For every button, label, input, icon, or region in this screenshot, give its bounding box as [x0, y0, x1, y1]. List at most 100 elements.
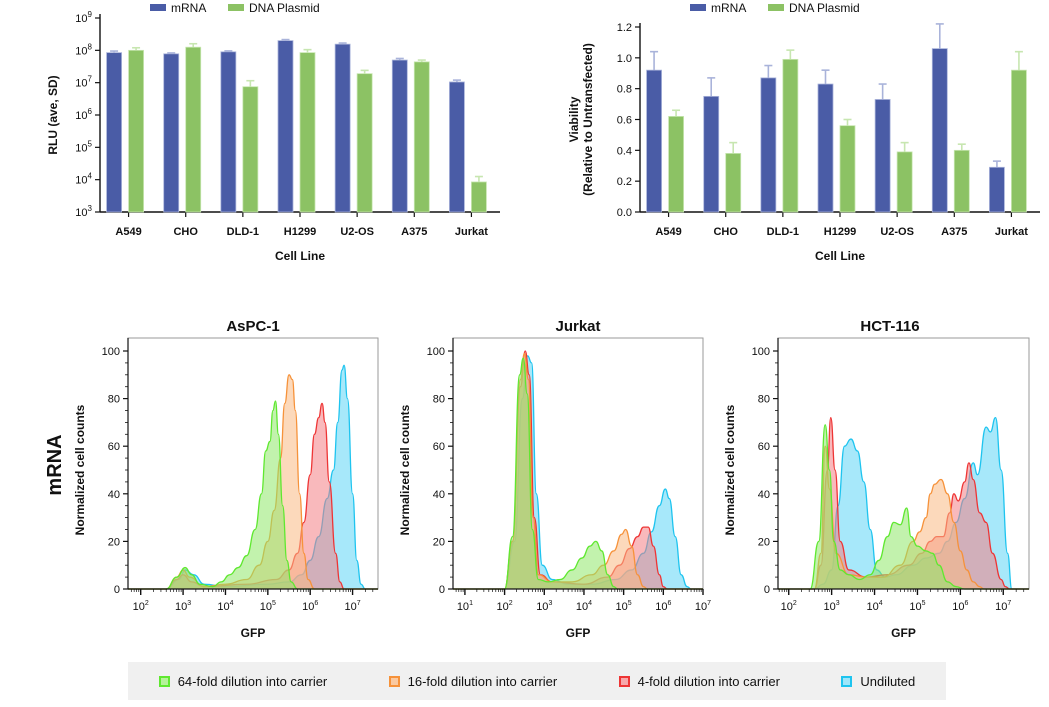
histogram-fill-4-fold-dilution-into-carrier [778, 417, 1029, 589]
x-axis-title: GFP [566, 626, 591, 640]
x-tick-label: 101 [457, 600, 473, 613]
y-tick-label: 80 [108, 394, 120, 406]
bar-mrna [874, 99, 891, 213]
bar-mrna [760, 77, 777, 213]
y-axis-subtitle: (Relative to Untransfected) [581, 43, 595, 196]
x-tick-label: 105 [616, 600, 632, 613]
y-tick-label: 105 [75, 139, 92, 154]
y-tick-label: 80 [758, 394, 770, 406]
x-axis-title: Cell Line [275, 249, 325, 263]
x-tick-label: 104 [576, 600, 592, 613]
bar-dna-plasmid [299, 52, 316, 213]
legend-swatch-mrna [150, 4, 166, 11]
x-tick-label: CHO [713, 226, 738, 238]
x-tick-label: U2-OS [880, 226, 914, 238]
bar-mrna [931, 48, 948, 213]
bar-mrna [220, 51, 237, 213]
y-tick-label: 0.6 [617, 115, 632, 127]
y-tick-label: 1.0 [617, 53, 632, 65]
x-tick-label: Jurkat [995, 226, 1028, 238]
bar-mrna [449, 81, 465, 213]
legend-item-16-fold: 16-fold dilution into carrier [388, 673, 558, 689]
y-tick-label: 100 [427, 346, 445, 358]
x-axis-title: Cell Line [815, 249, 865, 263]
y-tick-label: 20 [433, 536, 445, 548]
x-tick-label: 105 [260, 600, 276, 613]
y-tick-label: 20 [758, 536, 770, 548]
y-tick-label: 0.8 [617, 84, 632, 96]
y-tick-label: 106 [75, 107, 92, 122]
x-tick-label: Jurkat [455, 226, 488, 238]
y-tick-label: 40 [108, 489, 120, 501]
x-tick-label: 106 [952, 600, 968, 613]
y-tick-label: 40 [758, 489, 770, 501]
y-tick-label: 100 [752, 346, 770, 358]
y-tick-label: 40 [433, 489, 445, 501]
y-tick-label: 80 [433, 394, 445, 406]
x-tick-label: A375 [941, 226, 967, 238]
bar-mrna [817, 83, 834, 213]
legend-label-64-fold: 64-fold dilution into carrier [177, 673, 328, 689]
legend-swatch-undiluted [841, 675, 853, 687]
x-tick-label: 104 [217, 600, 233, 613]
x-tick-label: U2-OS [340, 226, 374, 238]
bar-dna-plasmid [782, 58, 799, 213]
x-tick-label: 103 [175, 600, 191, 613]
bar-mrna [646, 69, 662, 213]
x-tick-label: 102 [133, 600, 149, 613]
histogram-legend: 64-fold dilution into carrier 16-fold di… [128, 662, 946, 700]
y-tick-label: 100 [102, 346, 120, 358]
legend-label-dna-plasmid: DNA Plasmid [249, 1, 320, 15]
x-tick-label: 104 [866, 600, 882, 613]
legend-swatch-64-fold [158, 675, 170, 687]
legend-swatch-16-fold [388, 675, 400, 687]
bar-mrna [391, 59, 408, 213]
bar-dna-plasmid [839, 125, 856, 213]
viability-chart: 0.0 0.2 0.4 0.6 0.8 1.0 1.2 A549 CHO DLD-1 H1299 U2… [567, 1, 1040, 263]
legend-label-mrna: mRNA [711, 1, 746, 15]
x-tick-label: DLD-1 [767, 226, 799, 238]
y-tick-label: 104 [75, 172, 92, 187]
bar-mrna [334, 43, 351, 213]
x-tick-label: 106 [302, 600, 318, 613]
y-axis-title: Normalized cell counts [398, 404, 412, 535]
legend-label-dna-plasmid: DNA Plasmid [789, 1, 860, 15]
y-axis-title: RLU (ave, SD) [46, 75, 60, 154]
histogram-line-64-fold-dilution-into-carrier [453, 357, 703, 590]
histogram-fill-undiluted [453, 355, 703, 589]
histogram-fill-64-fold-dilution-into-carrier [453, 358, 703, 589]
legend-item-64-fold: 64-fold dilution into carrier [158, 673, 328, 689]
y-tick-label: 60 [758, 441, 770, 453]
y-tick-label: 60 [433, 441, 445, 453]
legend-swatch-4-fold [618, 675, 630, 687]
x-tick-label: A549 [655, 226, 681, 238]
legend-label-4-fold: 4-fold dilution into carrier [637, 673, 780, 689]
legend-label-16-fold: 16-fold dilution into carrier [407, 673, 558, 689]
bar-mrna [163, 53, 180, 213]
x-tick-label: 102 [497, 600, 513, 613]
rlu-chart: 103 104 105 106 107 108 109 A549 CHO DLD-1 H1299 U2… [46, 1, 500, 263]
x-tick-label: 107 [995, 600, 1011, 613]
y-tick-label: 108 [75, 42, 92, 57]
y-tick-label: 0.4 [617, 145, 632, 157]
histogram-line-64-fold-dilution-into-carrier [128, 400, 378, 590]
x-tick-label: A375 [401, 226, 427, 238]
x-axis-title: GFP [241, 626, 266, 640]
row-label-mrna: mRNA [44, 434, 66, 495]
hct116-histogram: 0 20 40 60 80 100 102 103 104 105 106 107 HCT-116 GFP… [723, 318, 1030, 640]
bar-dna-plasmid [185, 46, 202, 213]
bar-dna-plasmid [413, 61, 430, 213]
x-tick-label: 107 [344, 600, 360, 613]
bar-dna-plasmid [725, 153, 742, 213]
x-tick-label: DLD-1 [227, 226, 259, 238]
jurkat-histogram: 0 20 40 60 80 100 101 102 103 104 105 106 107 Jurkat G… [398, 318, 711, 640]
panel-title: Jurkat [555, 318, 600, 335]
x-tick-label: 107 [695, 600, 711, 613]
x-tick-label: H1299 [824, 226, 856, 238]
bar-mrna [989, 166, 1005, 213]
x-tick-label: 102 [781, 600, 797, 613]
legend-swatch-mrna [690, 4, 706, 11]
aspc1-histogram: 0 20 40 60 80 100 102 103 104 105 106 107 AsPC-1 GFP N… [73, 318, 379, 640]
histogram-fill-undiluted [128, 365, 378, 589]
